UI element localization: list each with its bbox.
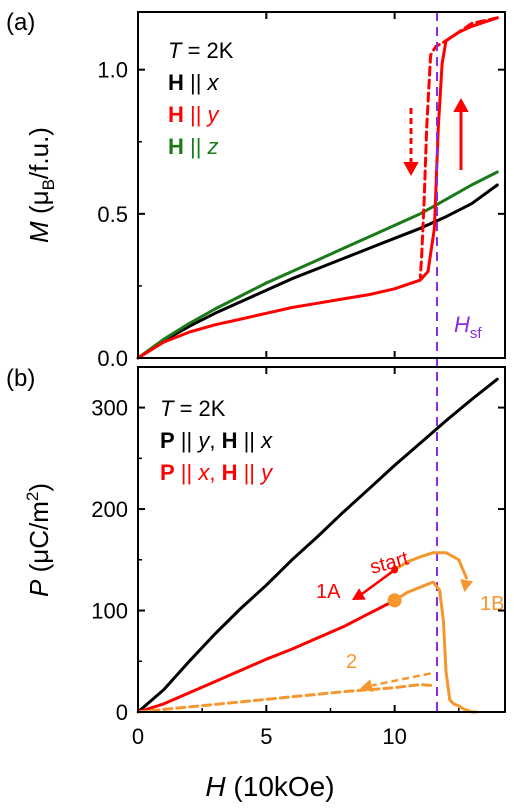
panel-b-series-0 <box>136 377 499 714</box>
panel-a-frame <box>137 11 506 359</box>
panel-b-series-3 <box>393 551 468 580</box>
panel-b-ytick-label: 200 <box>91 497 128 522</box>
arrow-1a-shaft <box>361 568 396 595</box>
arrow-1a-head <box>352 588 366 600</box>
panel-a-ytick-label: 0.0 <box>97 346 128 371</box>
panel-a: (a) 0.0 0.5 1.0 T = 2K H || x H || y H || z Hsf M… <box>6 9 506 712</box>
panel-b-series-4 <box>136 683 435 714</box>
panel-b-ytick-label: 100 <box>91 599 128 624</box>
panel-b-legend-temp: T = 2K <box>160 396 226 421</box>
arrow-1b-head <box>460 579 474 593</box>
panel-a-legend-hz: H || z <box>168 134 219 159</box>
panel-a-label: (a) <box>6 9 35 36</box>
panel-a-legend-hy: H || y <box>168 102 221 127</box>
panel-b-legend-px-hy: P || x, H || y <box>160 460 274 485</box>
up-arrow-head <box>453 98 469 112</box>
annotation-1b: 1B <box>480 593 504 615</box>
arrow-2-head <box>360 679 374 693</box>
arrow-2-shaft <box>371 672 431 687</box>
panel-a-legend-temp: T = 2K <box>168 38 234 63</box>
panel-b-ytick-label: 0 <box>116 700 128 725</box>
panel-b-label: (b) <box>6 365 35 392</box>
panel-b-series-1 <box>136 598 397 714</box>
panel-b-xtick-label: 5 <box>260 724 272 749</box>
x-axis-label: H (10kOe) <box>205 771 334 802</box>
annotation-2: 2 <box>346 651 357 673</box>
panel-b: (b) start 1A 1B 2 0 100 200 300 0 5 10 T = 2K P || y,… <box>6 365 506 749</box>
panel-a-series-0 <box>136 183 499 360</box>
panel-a-ytick-label: 1.0 <box>97 58 128 83</box>
down-arrow-head <box>403 162 419 176</box>
panel-a-series-1 <box>136 170 499 360</box>
panel-a-y-label: M (μB/f.u.) <box>24 127 58 243</box>
panel-b-xtick-label: 0 <box>132 724 144 749</box>
panel-b-frame <box>137 366 506 713</box>
panel-b-y-label: P (μC/m2) <box>23 483 54 597</box>
panel-b-xtick-label: 10 <box>382 724 406 749</box>
panel-a-legend-hx: H || x <box>168 70 220 95</box>
panel-b-ytick-label: 300 <box>91 396 128 421</box>
panel-a-ytick-label: 0.5 <box>97 202 128 227</box>
annotation-start: start <box>368 547 412 578</box>
start-marker-large <box>387 593 402 608</box>
shared-axis-text: H (10kOe) <box>205 771 334 802</box>
panel-a-series-2 <box>136 16 499 360</box>
panel-b-series-2 <box>393 580 479 714</box>
annotation-1a: 1A <box>316 581 341 603</box>
panel-a-series-3 <box>418 16 499 279</box>
hsf-label: Hsf <box>454 312 482 342</box>
panel-b-legend-py-hx: P || y, H || x <box>160 428 273 453</box>
